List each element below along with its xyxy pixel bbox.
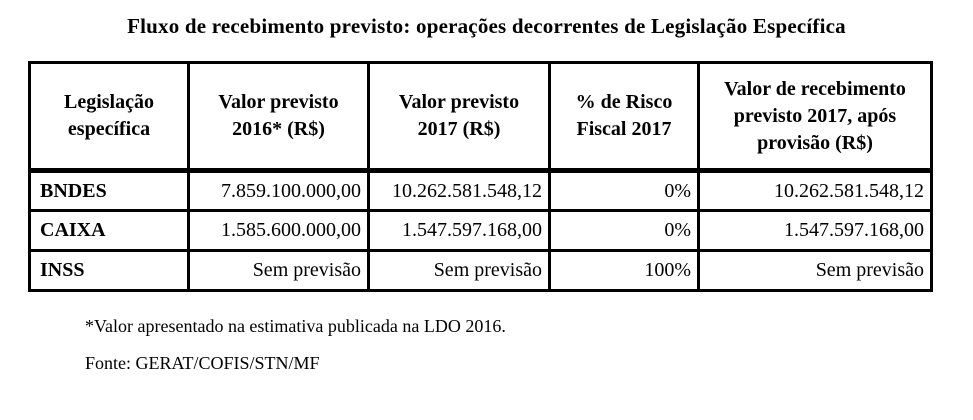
column-header-risco-fiscal-2017: % de Risco Fiscal 2017 (548, 61, 700, 173)
cell-bndes-risco-fiscal: 0% (548, 169, 700, 212)
cell-inss-valor-2017: Sem previsão (367, 249, 551, 292)
cell-caixa-valor-2017: 1.547.597.168,00 (367, 209, 551, 252)
page-title: Fluxo de recebimento previsto: operações… (127, 14, 846, 38)
row-label-inss: INSS (28, 249, 190, 292)
forecast-receivables-table: Legislação específica Valor previsto 201… (28, 61, 933, 292)
table-row-inss: INSS Sem previsão Sem previsão 100% Sem … (28, 249, 933, 292)
cell-caixa-valor-apos-provisao: 1.547.597.168,00 (697, 209, 933, 252)
column-header-legislacao-especifica: Legislação específica (28, 61, 190, 173)
cell-inss-risco-fiscal: 100% (548, 249, 700, 292)
source-note: Fonte: GERAT/COFIS/STN/MF (85, 352, 320, 373)
table-row-bndes: BNDES 7.859.100.000,00 10.262.581.548,12… (28, 169, 933, 212)
cell-inss-valor-2016: Sem previsão (187, 249, 370, 292)
row-label-caixa: CAIXA (28, 209, 190, 252)
table-header-row: Legislação específica Valor previsto 201… (28, 61, 933, 173)
table-row-caixa: CAIXA 1.585.600.000,00 1.547.597.168,00 … (28, 209, 933, 252)
cell-caixa-valor-2016: 1.585.600.000,00 (187, 209, 370, 252)
cell-inss-valor-apos-provisao: Sem previsão (697, 249, 933, 292)
footnote-ldo-2016: *Valor apresentado na estimativa publica… (85, 316, 506, 336)
column-header-valor-previsto-2017: Valor previsto 2017 (R$) (367, 61, 551, 173)
footnotes-section: *Valor apresentado na estimativa publica… (0, 316, 973, 374)
cell-caixa-risco-fiscal: 0% (548, 209, 700, 252)
column-header-valor-previsto-2016: Valor previsto 2016* (R$) (187, 61, 370, 173)
cell-bndes-valor-apos-provisao: 10.262.581.548,12 (697, 169, 933, 212)
row-label-bndes: BNDES (28, 169, 190, 212)
document-page: Fluxo de recebimento previsto: operações… (0, 14, 973, 420)
column-header-valor-apos-provisao: Valor de recebimento previsto 2017, após… (697, 61, 933, 173)
cell-bndes-valor-2017: 10.262.581.548,12 (367, 169, 551, 212)
cell-bndes-valor-2016: 7.859.100.000,00 (187, 169, 370, 212)
